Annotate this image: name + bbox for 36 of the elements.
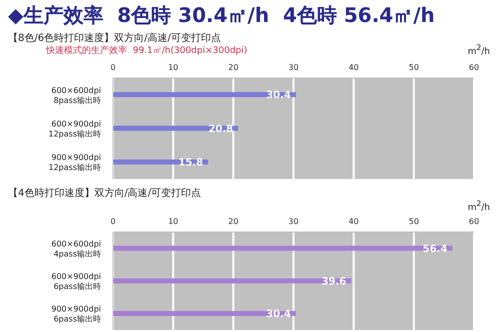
- y-tick-label: 900×900dpi 12pass输出時: [48, 153, 101, 172]
- x-tick-label: 20: [228, 217, 238, 226]
- x-tick-label: 50: [408, 217, 419, 226]
- x-axis-title: m$^{2}$/h: [468, 199, 490, 213]
- x-tick-label: 60: [468, 63, 480, 72]
- bar: [113, 311, 296, 316]
- x-tick-label: 50: [408, 63, 419, 72]
- x-tick-label: 0: [110, 217, 116, 226]
- x-axis-title: m$^{2}$/h: [468, 43, 490, 57]
- data-label: 39.6: [322, 276, 346, 288]
- text: 快速模式的生产效率 99.1㎡/h(300dpi×300dpi): [46, 44, 248, 57]
- data-label: 20.8: [208, 124, 234, 135]
- data-label: 56.4: [422, 244, 448, 255]
- y-tick-label: 600×600dpi 8pass输出時: [51, 86, 101, 105]
- x-tick-label: 30: [288, 63, 299, 72]
- bar: [113, 92, 296, 98]
- y-tick-label: 600×900dpi 12pass输出時: [48, 120, 101, 138]
- bar: [113, 246, 452, 251]
- y-tick-label: 600×600dpi 4pass输出時: [51, 239, 101, 258]
- x-tick-label: 10: [168, 217, 178, 226]
- x-tick-label: 40: [348, 63, 359, 72]
- x-tick-label: 60: [468, 217, 480, 226]
- chart-subtitle: 【8色/6色時打印速度】双方向/高速/可变打印点: [8, 32, 221, 45]
- x-tick-label: 30: [288, 217, 299, 226]
- x-tick-label: 0: [110, 63, 116, 72]
- y-tick-label: 600×900dpi 6pass输出時: [51, 272, 101, 291]
- x-tick-label: 20: [228, 63, 238, 72]
- data-label: 30.4: [266, 90, 291, 102]
- bar: [113, 278, 352, 284]
- data-label: 15.8: [178, 158, 204, 169]
- data-label: 30.4: [266, 309, 291, 320]
- chart-title: ◆生产效率 8色時 30.4㎡/h 4色時 56.4㎡/h: [8, 2, 435, 29]
- x-tick-label: 10: [168, 63, 178, 72]
- x-tick-label: 40: [348, 217, 359, 226]
- y-tick-label: 900×900dpi 6pass输出時: [51, 304, 101, 324]
- chart-title: 【4色時打印速度】双方向/高速/可变打印点: [8, 186, 202, 200]
